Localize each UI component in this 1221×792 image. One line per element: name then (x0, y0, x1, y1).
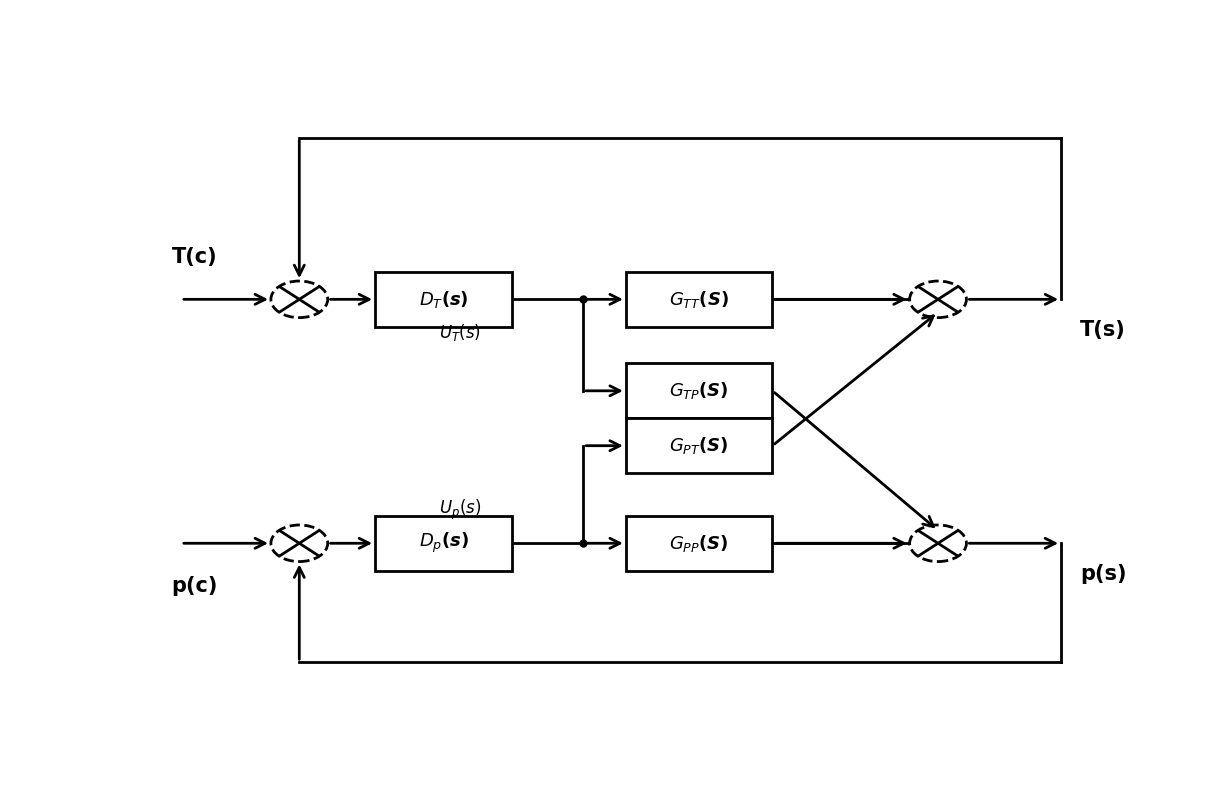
Text: T(s): T(s) (1081, 320, 1126, 340)
Text: $\boldsymbol{G_{TP}(S)}$: $\boldsymbol{G_{TP}(S)}$ (669, 380, 729, 402)
Circle shape (271, 281, 327, 318)
Text: p(c): p(c) (171, 576, 217, 596)
Text: $\boldsymbol{G_{PT}(S)}$: $\boldsymbol{G_{PT}(S)}$ (669, 435, 729, 456)
Circle shape (910, 525, 967, 562)
Text: $\boldsymbol{G_{PP}(S)}$: $\boldsymbol{G_{PP}(S)}$ (669, 533, 729, 554)
Text: $\boldsymbol{D_T(s)}$: $\boldsymbol{D_T(s)}$ (419, 289, 469, 310)
Text: $\boldsymbol{G_{TT}(S)}$: $\boldsymbol{G_{TT}(S)}$ (669, 289, 729, 310)
Bar (375, 516, 513, 571)
Bar (375, 272, 513, 327)
Bar (626, 364, 773, 418)
Circle shape (271, 525, 327, 562)
Bar (626, 516, 773, 571)
Text: $\boldsymbol{D_p(s)}$: $\boldsymbol{D_p(s)}$ (419, 531, 469, 555)
Circle shape (910, 281, 967, 318)
Text: T(c): T(c) (171, 246, 217, 267)
Text: $U_T(s)$: $U_T(s)$ (440, 322, 481, 344)
Bar (626, 418, 773, 473)
Bar (626, 272, 773, 327)
Text: p(s): p(s) (1081, 564, 1127, 584)
Text: $U_p(s)$: $U_p(s)$ (440, 497, 481, 522)
